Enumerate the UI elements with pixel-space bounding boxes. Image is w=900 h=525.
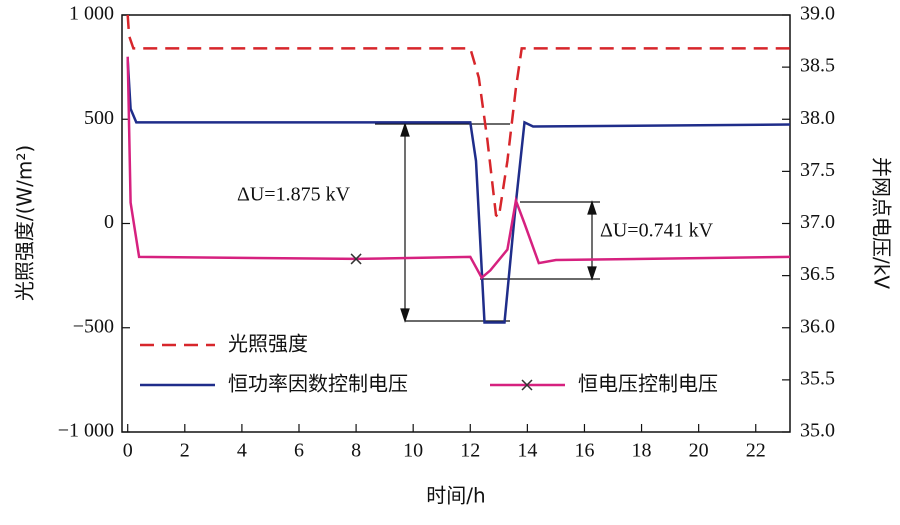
x-tick-label: 8 — [351, 440, 361, 462]
y2-tick-label: 38.5 — [800, 55, 835, 77]
series-line — [126, 14, 790, 220]
y-tick-label: −500 — [73, 315, 114, 337]
y-tick-label: 500 — [84, 107, 114, 129]
y2-tick-label: 37.5 — [800, 159, 835, 181]
series-line — [126, 59, 791, 324]
x-tick-label: 18 — [632, 440, 652, 462]
y2-tick-label: 38.0 — [800, 107, 835, 129]
arrow-head — [400, 122, 410, 323]
arrow-head — [587, 200, 597, 281]
y-tick-label: 1 000 — [69, 3, 114, 25]
legend-label: 光照强度 — [228, 332, 308, 356]
annotation: ΔU=0.741 kV — [600, 220, 714, 242]
x-axis-label: 时间/h — [426, 484, 485, 508]
x-tick-label: 22 — [746, 440, 766, 462]
x-tick-label: 20 — [689, 440, 709, 462]
x-tick-label: 6 — [294, 440, 304, 462]
marker — [350, 253, 362, 265]
x-tick-label: 16 — [574, 440, 594, 462]
x-tick-label: 10 — [403, 440, 423, 462]
y2-tick-label: 35.5 — [800, 367, 835, 389]
annotation: ΔU=1.875 kV — [237, 184, 351, 206]
y-axis-label: 光照强度/(W/m²) — [13, 145, 37, 301]
series-line — [126, 56, 791, 280]
y-tick-label: 0 — [104, 211, 114, 233]
y2-tick-label: 36.0 — [800, 315, 835, 337]
annotation-arrows — [375, 122, 600, 323]
y-tick-label: −1 000 — [58, 420, 114, 442]
x-tick-label: 12 — [460, 440, 480, 462]
legend-label: 恒功率因数控制电压 — [228, 372, 408, 396]
legend-label: 恒电压控制电压 — [578, 372, 718, 396]
y2-axis-label: 并网点电压/kV — [870, 157, 894, 289]
x-tick-label: 14 — [517, 440, 537, 462]
y2-tick-label: 36.5 — [800, 263, 835, 285]
y2-tick-label: 37.0 — [800, 211, 835, 233]
y2-tick-label: 35.0 — [800, 420, 835, 442]
x-tick-label: 2 — [180, 440, 190, 462]
x-tick-label: 0 — [123, 440, 133, 462]
x-tick-label: 4 — [237, 440, 247, 462]
legend-marker — [521, 379, 533, 391]
y2-tick-label: 39.0 — [800, 3, 835, 25]
